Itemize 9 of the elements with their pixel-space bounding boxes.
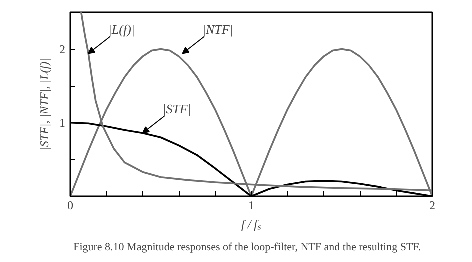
- annotation: |NTF|: [202, 22, 234, 37]
- annotation: |L(f)|: [108, 22, 135, 37]
- x-tick-label: 0: [68, 198, 74, 212]
- x-tick-label: 1: [248, 198, 254, 212]
- annotation: |STF|: [162, 101, 192, 116]
- x-axis-title: f / fₛ: [242, 218, 262, 232]
- x-tick-label: 2: [430, 198, 436, 212]
- caption: Figure 8.10 Magnitude responses of the loop-filter, NTF and the resulting STF.: [74, 242, 422, 254]
- y-axis-title: |STF|, |NTF|, |L(f)|: [38, 58, 52, 150]
